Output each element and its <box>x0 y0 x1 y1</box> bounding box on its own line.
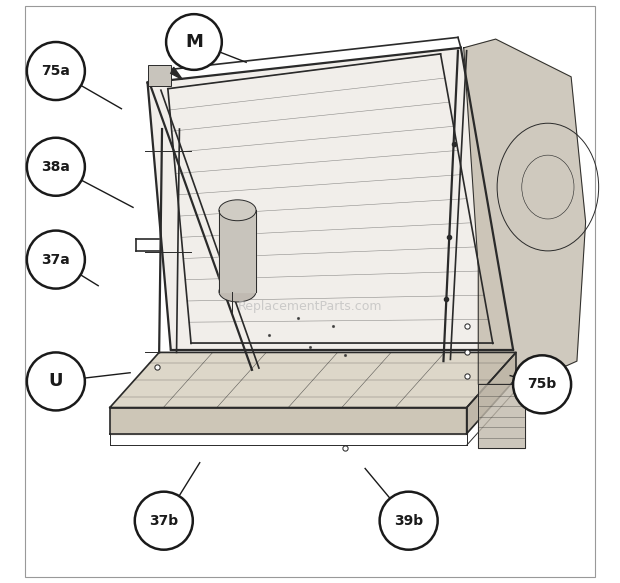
Text: 39b: 39b <box>394 514 423 528</box>
Text: M: M <box>185 33 203 51</box>
Polygon shape <box>467 352 516 434</box>
Polygon shape <box>478 384 525 448</box>
Circle shape <box>27 138 85 196</box>
Text: ReplacementParts.com: ReplacementParts.com <box>237 300 383 312</box>
Text: 75b: 75b <box>528 377 557 391</box>
Polygon shape <box>464 39 586 384</box>
Ellipse shape <box>219 281 256 302</box>
Circle shape <box>27 42 85 100</box>
Text: 37b: 37b <box>149 514 179 528</box>
Text: U: U <box>48 373 63 391</box>
Polygon shape <box>170 67 182 79</box>
Ellipse shape <box>219 200 256 221</box>
Circle shape <box>513 355 571 413</box>
Polygon shape <box>110 352 516 408</box>
Polygon shape <box>110 408 467 434</box>
Polygon shape <box>219 210 256 292</box>
Text: 38a: 38a <box>42 160 70 174</box>
Circle shape <box>27 352 85 410</box>
Circle shape <box>135 491 193 550</box>
Text: 37a: 37a <box>42 252 70 266</box>
Bar <box>148 65 171 86</box>
Circle shape <box>27 231 85 289</box>
Circle shape <box>166 14 222 70</box>
Polygon shape <box>148 48 513 350</box>
Text: 75a: 75a <box>42 64 70 78</box>
Circle shape <box>379 491 438 550</box>
